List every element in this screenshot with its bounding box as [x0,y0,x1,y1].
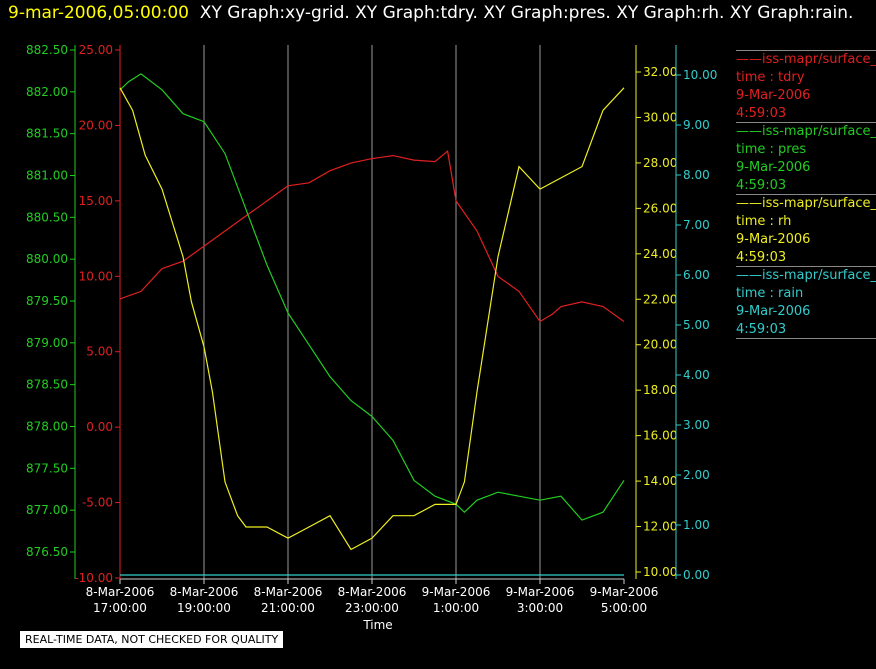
rain-tick-label: 3.00 [683,418,710,432]
title-timestamp: 9-mar-2006,05:00:00 [8,3,189,23]
tdry-tick-label: -10.00 [74,571,113,585]
rain-tick-label: 9.00 [683,118,710,132]
x-tick-label-date: 8-Mar-2006 [338,585,407,599]
legend-time: 4:59:03 [736,250,787,265]
legend-date: 9-Mar-2006 [736,232,811,247]
rain-tick-label: 6.00 [683,268,710,282]
tdry-tick-label: 5.00 [86,345,113,359]
legend-entry: ——iss-mapr/surface_time : pres 9-Mar-2006… [736,123,876,195]
legend-time: 4:59:03 [736,322,787,337]
legend-time: 4:59:03 [736,178,787,193]
x-tick-label-time: 23:00:00 [345,601,399,615]
legend-entry: ——iss-mapr/surface_time : rh 9-Mar-2006 4:… [736,195,876,267]
rain-tick-label: 0.00 [683,568,710,582]
series-line-rh [119,87,625,551]
x-tick-label-date: 9-Mar-2006 [422,585,491,599]
legend-name: ——iss-mapr/surface_ [736,52,876,67]
x-tick-label-time: 19:00:00 [177,601,231,615]
legend-entry: ——iss-mapr/surface_time : rain 9-Mar-2006… [736,267,876,339]
x-tick-label-date: 8-Mar-2006 [170,585,239,599]
legend-entry: ——iss-mapr/surface_time : tdry 9-Mar-2006… [736,51,876,123]
rh-tick-label: 14.00 [643,474,677,488]
x-tick-label-date: 9-Mar-2006 [506,585,575,599]
pres-tick-label: 880.00 [26,252,68,266]
rain-tick-label: 1.00 [683,518,710,532]
x-tick-label-date: 8-Mar-2006 [254,585,323,599]
pres-tick-label: 880.50 [26,210,68,224]
legend-date: 9-Mar-2006 [736,160,811,175]
rain-tick-label: 2.00 [683,468,710,482]
rh-tick-label: 20.00 [643,338,677,352]
rain-tick-label: 4.00 [683,368,710,382]
legend-separator [736,266,876,267]
rain-tick-label: 8.00 [683,168,710,182]
legend-variable: time : rain [736,286,804,301]
rh-tick-label: 30.00 [643,110,677,124]
rh-tick-label: 26.00 [643,201,677,215]
pres-tick-label: 878.00 [26,420,68,434]
pres-tick-label: 879.50 [26,294,68,308]
legend-date: 9-Mar-2006 [736,88,811,103]
legend-separator [736,338,876,339]
legend-name: ——iss-mapr/surface_ [736,124,876,139]
rh-tick-label: 10.00 [643,565,677,579]
x-axis-label: Time [362,618,392,632]
tdry-tick-label: 20.00 [79,118,113,132]
legend-name: ——iss-mapr/surface_ [736,196,876,211]
rain-tick-label: 10.00 [683,68,717,82]
pres-tick-label: 878.50 [26,378,68,392]
quality-disclaimer: REAL-TIME DATA, NOT CHECKED FOR QUALITY [20,631,284,648]
pres-tick-label: 877.00 [26,503,68,517]
tdry-tick-label: -5.00 [82,496,113,510]
x-tick-label-date: 8-Mar-2006 [86,585,155,599]
legend-variable: time : rh [736,214,792,229]
rh-tick-label: 24.00 [643,247,677,261]
pres-tick-label: 882.00 [26,85,68,99]
x-tick-label-date: 9-Mar-2006 [590,585,659,599]
pres-tick-label: 881.50 [26,127,68,141]
pres-tick-label: 882.50 [26,43,68,57]
legend-variable: time : tdry [736,70,805,85]
legend-name: ——iss-mapr/surface_ [736,268,876,283]
pres-tick-label: 881.00 [26,169,68,183]
legend-variable: time : pres [736,142,807,157]
tdry-tick-label: 0.00 [86,420,113,434]
series-line-tdry [119,149,625,323]
pres-tick-label: 877.50 [26,461,68,475]
legend-time: 4:59:03 [736,106,787,121]
tdry-tick-label: 15.00 [79,194,113,208]
tdry-tick-label: 10.00 [79,269,113,283]
rh-tick-label: 32.00 [643,65,677,79]
series-line-pres [119,73,625,521]
rh-tick-label: 12.00 [643,520,677,534]
pres-tick-label: 876.50 [26,545,68,559]
rh-tick-label: 18.00 [643,383,677,397]
rh-tick-label: 16.00 [643,429,677,443]
pres-tick-label: 879.00 [26,336,68,350]
tdry-tick-label: 25.00 [79,43,113,57]
x-tick-label-time: 3:00:00 [517,601,563,615]
x-tick-label-time: 5:00:00 [601,601,647,615]
x-tick-label-time: 21:00:00 [261,601,315,615]
legend-separator [736,50,876,51]
rain-tick-label: 7.00 [683,218,710,232]
title-graphs: XY Graph:xy-grid. XY Graph:tdry. XY Grap… [199,3,854,23]
x-tick-label-time: 17:00:00 [93,601,147,615]
legend-separator [736,194,876,195]
rh-tick-label: 22.00 [643,292,677,306]
rh-tick-label: 28.00 [643,156,677,170]
x-tick-label-time: 1:00:00 [433,601,479,615]
chart-title: 9-mar-2006,05:00:00 XY Graph:xy-grid. XY… [8,3,853,23]
legend-date: 9-Mar-2006 [736,304,811,319]
legend-separator [736,122,876,123]
rain-tick-label: 5.00 [683,318,710,332]
